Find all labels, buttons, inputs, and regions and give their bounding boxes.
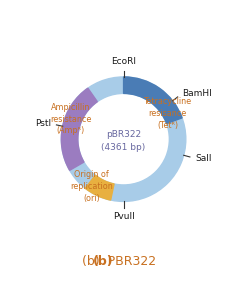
Text: (4361 bp): (4361 bp) bbox=[101, 143, 146, 152]
Text: BamHI: BamHI bbox=[182, 89, 212, 98]
Text: (b)  PBR322: (b) PBR322 bbox=[82, 255, 156, 268]
Text: Ampicillin
resistance
(Ampᴿ): Ampicillin resistance (Ampᴿ) bbox=[50, 103, 91, 135]
Text: SalI: SalI bbox=[195, 154, 212, 163]
Text: PstI: PstI bbox=[35, 119, 51, 128]
Text: Tetracycline
resisance
(Tetᴿ): Tetracycline resisance (Tetᴿ) bbox=[144, 97, 192, 130]
Wedge shape bbox=[124, 77, 182, 124]
Text: PvuII: PvuII bbox=[113, 212, 134, 222]
Text: Origin of
replication
(ori): Origin of replication (ori) bbox=[70, 171, 113, 203]
Wedge shape bbox=[61, 77, 186, 201]
Wedge shape bbox=[61, 88, 97, 170]
Text: (b): (b) bbox=[93, 255, 113, 268]
Text: EcoRI: EcoRI bbox=[111, 57, 136, 66]
Wedge shape bbox=[85, 175, 114, 200]
Text: pBR322: pBR322 bbox=[106, 130, 141, 139]
